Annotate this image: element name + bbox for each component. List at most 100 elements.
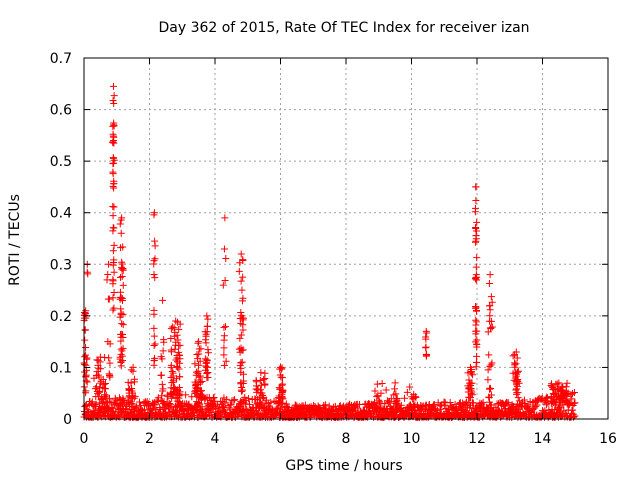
data-point: [276, 394, 284, 402]
data-point: [563, 379, 571, 387]
data-point: [191, 360, 199, 368]
data-point: [446, 398, 454, 406]
data-point: [170, 383, 178, 391]
data-point: [487, 324, 495, 332]
data-point: [219, 281, 227, 289]
data-point: [129, 392, 137, 400]
data-point: [118, 260, 126, 268]
x-tick-label: 14: [534, 431, 552, 447]
data-point: [220, 336, 228, 344]
data-point: [150, 260, 158, 268]
grid-lines: [84, 58, 608, 419]
data-point: [108, 404, 116, 412]
data-point: [150, 332, 158, 340]
data-point: [221, 214, 229, 222]
data-point: [373, 380, 381, 388]
data-point: [128, 385, 136, 393]
data-point: [220, 245, 228, 253]
data-point: [472, 263, 480, 271]
data-point: [116, 273, 124, 281]
data-point: [487, 385, 495, 393]
data-point: [174, 363, 182, 371]
data-point: [175, 325, 183, 333]
data-point: [237, 277, 245, 285]
data-point: [198, 377, 206, 385]
data-point: [276, 385, 284, 393]
data-point: [118, 263, 126, 271]
data-point: [95, 373, 103, 381]
data-point: [192, 368, 200, 376]
data-point: [542, 401, 550, 409]
data-point: [92, 400, 100, 408]
data-point: [486, 317, 494, 325]
data-point: [512, 386, 520, 394]
data-point: [245, 395, 253, 403]
data-point: [257, 381, 265, 389]
data-point: [469, 399, 477, 407]
data-point: [109, 168, 117, 176]
data-point: [549, 385, 557, 393]
data-point: [230, 396, 238, 404]
y-tick-label: 0.3: [50, 257, 72, 273]
data-point: [509, 352, 517, 360]
data-point: [486, 306, 494, 314]
data-point: [245, 400, 253, 408]
data-point: [202, 332, 210, 340]
data-point: [173, 362, 181, 370]
data-point: [204, 315, 212, 323]
data-point: [109, 294, 117, 302]
data-point: [105, 260, 113, 268]
data-point: [252, 378, 260, 386]
data-point: [488, 323, 496, 331]
data-point: [117, 345, 125, 353]
data-point: [469, 371, 477, 379]
data-point: [176, 391, 184, 399]
data-point: [105, 295, 113, 303]
data-point: [276, 371, 284, 379]
data-point: [235, 267, 243, 275]
data-point: [472, 316, 480, 324]
data-point: [221, 277, 229, 285]
data-point: [467, 384, 475, 392]
data-point: [275, 394, 283, 402]
y-tick-label: 0.6: [50, 103, 72, 119]
data-point: [109, 277, 117, 285]
data-point: [279, 387, 287, 395]
data-point: [93, 368, 101, 376]
data-point: [194, 339, 202, 347]
data-point: [172, 317, 180, 325]
data-point: [488, 298, 496, 306]
data-point: [118, 320, 126, 328]
data-point: [100, 381, 108, 389]
data-point: [504, 399, 512, 407]
data-point: [175, 392, 183, 400]
data-point: [382, 386, 390, 394]
y-tick-label: 0.5: [50, 154, 72, 170]
data-point: [371, 399, 379, 407]
data-point: [159, 387, 167, 395]
x-tick-label: 2: [145, 431, 154, 447]
data-point: [133, 403, 141, 411]
data-point: [253, 385, 261, 393]
data-point: [512, 360, 520, 368]
data-point: [472, 196, 480, 204]
data-point: [109, 138, 117, 146]
data-point: [285, 404, 293, 412]
y-tick-label: 0.7: [50, 51, 72, 67]
data-point: [167, 348, 175, 356]
data-point: [193, 392, 201, 400]
data-point: [568, 406, 576, 414]
data-point: [504, 411, 512, 419]
data-point: [487, 293, 495, 301]
data-point: [473, 306, 481, 314]
data-point: [204, 369, 212, 377]
data-point: [400, 394, 408, 402]
data-point: [158, 392, 166, 400]
data-point: [391, 379, 399, 387]
data-point: [150, 270, 158, 278]
data-point: [96, 353, 104, 361]
data-point: [163, 391, 171, 399]
y-tick-label: 0.2: [50, 309, 72, 325]
data-point: [467, 394, 475, 402]
data-point: [239, 256, 247, 264]
